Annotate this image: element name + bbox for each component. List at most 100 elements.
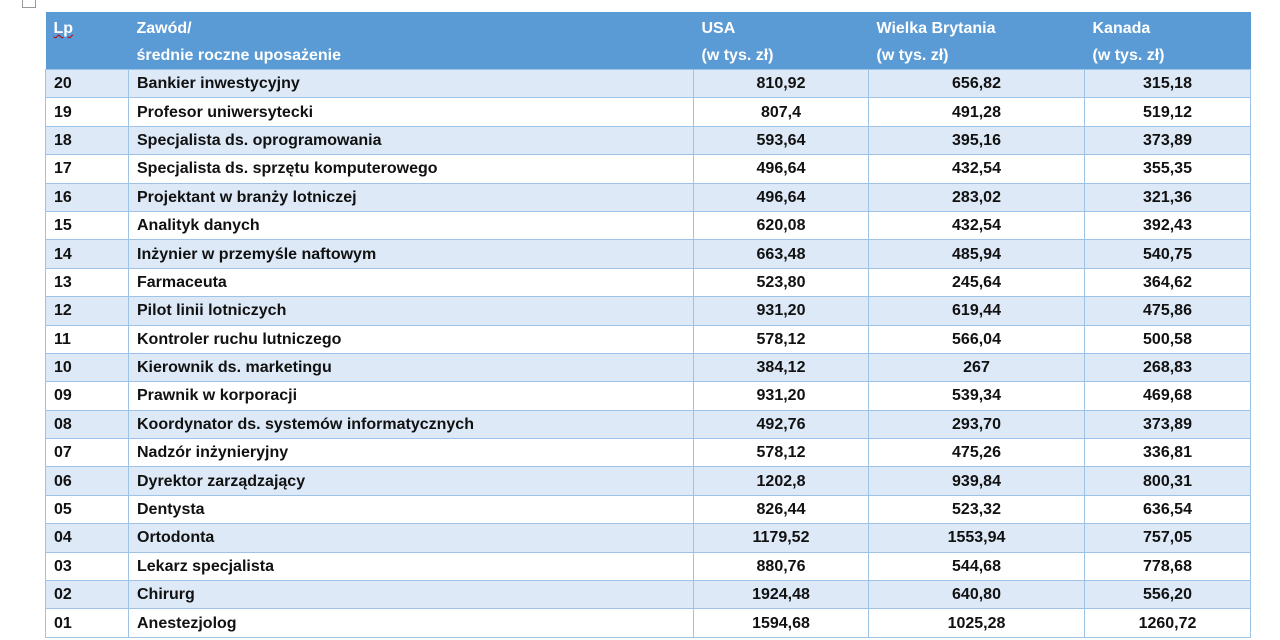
table-row: 19 Profesor uniwersytecki 807,4 491,28 519,1… bbox=[45, 97, 1251, 127]
salary-cell: 540,75 bbox=[1084, 239, 1251, 269]
salary-cell: 619,44 bbox=[868, 296, 1085, 326]
table-header: Lp Zawód/średnie roczne uposażenie USA (w t… bbox=[45, 12, 1251, 70]
row-number: 16 bbox=[45, 182, 129, 212]
salary-cell: 523,32 bbox=[868, 494, 1085, 525]
row-number: 19 bbox=[45, 97, 129, 127]
header-text: (w tys. zł) bbox=[701, 47, 774, 64]
header-text: Zawód/ bbox=[136, 20, 192, 37]
salary-cell: 810,92 bbox=[693, 68, 869, 99]
header-text: (w tys. zł) bbox=[1092, 47, 1165, 64]
table-row: 07 Nadzór inżynieryjny 578,12 475,26 336,81 bbox=[45, 438, 1251, 468]
salary-cell: 355,35 bbox=[1084, 154, 1251, 184]
salary-cell: 656,82 bbox=[868, 68, 1085, 99]
table-row: 06 Dyrektor zarządzający 1202,8 939,84 800,3… bbox=[45, 466, 1251, 496]
header-cell: Lp bbox=[45, 12, 129, 70]
salary-cell: 939,84 bbox=[868, 466, 1085, 496]
salary-cell: 293,70 bbox=[868, 409, 1085, 440]
salary-cell: 931,20 bbox=[693, 381, 869, 411]
row-number: 17 bbox=[45, 154, 129, 184]
row-number: 10 bbox=[45, 352, 129, 383]
salary-cell: 807,4 bbox=[693, 97, 869, 127]
salary-cell: 1202,8 bbox=[693, 466, 869, 496]
occupation: Dentysta bbox=[128, 494, 694, 525]
row-number: 15 bbox=[45, 210, 129, 241]
salary-cell: 519,12 bbox=[1084, 97, 1251, 127]
header-text: Lp bbox=[53, 20, 74, 37]
table-row: 18 Specjalista ds. oprogramowania 593,64 39… bbox=[45, 125, 1251, 156]
occupation: Bankier inwestycyjny bbox=[128, 68, 694, 99]
salary-cell: 475,26 bbox=[868, 438, 1085, 468]
salary-cell: 373,89 bbox=[1084, 409, 1251, 440]
header-cell: Zawód/średnie roczne uposażenie bbox=[128, 12, 694, 70]
table-row: 03 Lekarz specjalista 880,76 544,68 778,68 bbox=[45, 551, 1251, 582]
salary-cell: 663,48 bbox=[693, 239, 869, 269]
salary-cell: 492,76 bbox=[693, 409, 869, 440]
occupation: Prawnik w korporacji bbox=[128, 381, 694, 411]
salary-cell: 1260,72 bbox=[1084, 608, 1251, 638]
row-number: 11 bbox=[45, 324, 129, 354]
salary-cell: 757,05 bbox=[1084, 523, 1251, 553]
salary-cell: 500,58 bbox=[1084, 324, 1251, 354]
occupation: Nadzór inżynieryjny bbox=[128, 438, 694, 468]
table-row: 15 Analityk danych 620,08 432,54 392,43 bbox=[45, 210, 1251, 241]
header-row: Lp Zawód/średnie roczne uposażenie USA (w t… bbox=[45, 12, 1251, 70]
table-row: 17 Specjalista ds. sprzętu komputerowego 4… bbox=[45, 154, 1251, 184]
table-row: 16 Projektant w branży lotniczej 496,64 283… bbox=[45, 182, 1251, 212]
occupation: Specjalista ds. sprzętu komputerowego bbox=[128, 154, 694, 184]
salary-cell: 392,43 bbox=[1084, 210, 1251, 241]
table-row: 13 Farmaceuta 523,80 245,64 364,62 bbox=[45, 267, 1251, 298]
salary-cell: 384,12 bbox=[693, 352, 869, 383]
salary-cell: 578,12 bbox=[693, 438, 869, 468]
salary-cell: 593,64 bbox=[693, 125, 869, 156]
salary-cell: 556,20 bbox=[1084, 580, 1251, 610]
occupation: Inżynier w przemyśle naftowym bbox=[128, 239, 694, 269]
salary-cell: 373,89 bbox=[1084, 125, 1251, 156]
occupation: Kierownik ds. marketingu bbox=[128, 352, 694, 383]
salary-cell: 880,76 bbox=[693, 551, 869, 582]
salary-cell: 523,80 bbox=[693, 267, 869, 298]
salary-cell: 620,08 bbox=[693, 210, 869, 241]
header-cell: Kanada (w tys. zł) bbox=[1084, 12, 1251, 70]
table-row: 20 Bankier inwestycyjny 810,92 656,82 315,18 bbox=[45, 68, 1251, 99]
table-row: 11 Kontroler ruchu lutniczego 578,12 566,04… bbox=[45, 324, 1251, 354]
salary-cell: 245,64 bbox=[868, 267, 1085, 298]
table-row: 08 Koordynator ds. systemów informatyczny… bbox=[45, 409, 1251, 440]
occupation: Analityk danych bbox=[128, 210, 694, 241]
table-body: 20 Bankier inwestycyjny 810,92 656,82 315,18… bbox=[45, 68, 1251, 638]
row-number: 03 bbox=[45, 551, 129, 582]
salary-cell: 496,64 bbox=[693, 182, 869, 212]
salary-cell: 321,36 bbox=[1084, 182, 1251, 212]
salary-cell: 485,94 bbox=[868, 239, 1085, 269]
row-number: 01 bbox=[45, 608, 129, 638]
header-text: średnie roczne uposażenie bbox=[136, 47, 342, 64]
row-number: 04 bbox=[45, 523, 129, 553]
header-cell: USA (w tys. zł) bbox=[693, 12, 869, 70]
row-number: 02 bbox=[45, 580, 129, 610]
salary-cell: 475,86 bbox=[1084, 296, 1251, 326]
salary-cell: 469,68 bbox=[1084, 381, 1251, 411]
row-number: 08 bbox=[45, 409, 129, 440]
salary-cell: 778,68 bbox=[1084, 551, 1251, 582]
table-row: 14 Inżynier w przemyśle naftowym 663,48 485… bbox=[45, 239, 1251, 269]
row-number: 12 bbox=[45, 296, 129, 326]
salary-cell: 1594,68 bbox=[693, 608, 869, 638]
occupation: Dyrektor zarządzający bbox=[128, 466, 694, 496]
salary-cell: 826,44 bbox=[693, 494, 869, 525]
salary-cell: 496,64 bbox=[693, 154, 869, 184]
row-number: 20 bbox=[45, 68, 129, 99]
salary-cell: 1179,52 bbox=[693, 523, 869, 553]
occupation: Kontroler ruchu lutniczego bbox=[128, 324, 694, 354]
salary-cell: 539,34 bbox=[868, 381, 1085, 411]
row-number: 13 bbox=[45, 267, 129, 298]
salary-cell: 566,04 bbox=[868, 324, 1085, 354]
salary-cell: 432,54 bbox=[868, 154, 1085, 184]
salary-cell: 432,54 bbox=[868, 210, 1085, 241]
salary-cell: 640,80 bbox=[868, 580, 1085, 610]
salary-cell: 1553,94 bbox=[868, 523, 1085, 553]
salary-cell: 578,12 bbox=[693, 324, 869, 354]
salary-table: Lp Zawód/średnie roczne uposażenie USA (w t… bbox=[45, 12, 1251, 638]
occupation: Farmaceuta bbox=[128, 267, 694, 298]
salary-cell: 336,81 bbox=[1084, 438, 1251, 468]
salary-cell: 1025,28 bbox=[868, 608, 1085, 638]
salary-cell: 283,02 bbox=[868, 182, 1085, 212]
